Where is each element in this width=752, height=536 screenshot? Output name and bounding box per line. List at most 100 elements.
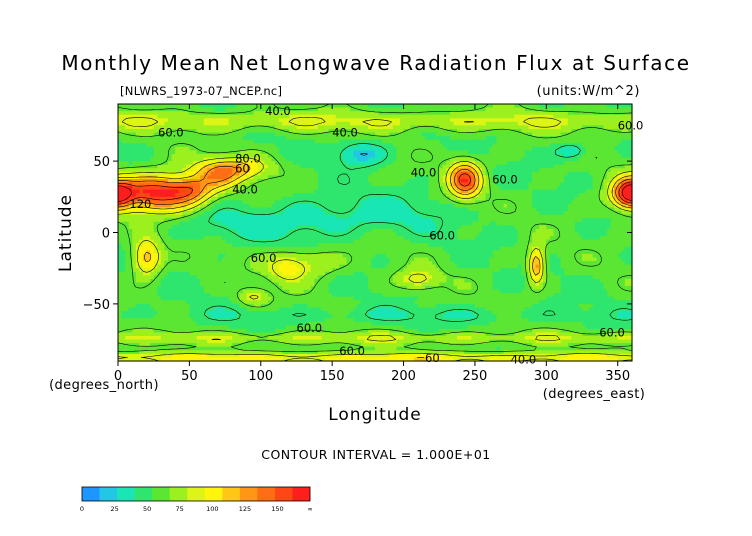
field-cell bbox=[135, 132, 141, 137]
field-cell bbox=[582, 211, 587, 216]
field-cell bbox=[210, 107, 215, 112]
field-cell bbox=[164, 118, 169, 123]
field-cell bbox=[410, 211, 415, 216]
field-cell bbox=[599, 136, 605, 141]
field-cell bbox=[367, 221, 373, 226]
field-cell bbox=[510, 128, 515, 134]
field-cell bbox=[442, 225, 447, 230]
field-cell bbox=[517, 118, 522, 123]
field-cell bbox=[435, 153, 440, 159]
field-cell bbox=[118, 193, 123, 198]
field-cell bbox=[439, 196, 444, 201]
field-cell bbox=[360, 128, 365, 134]
field-cell bbox=[300, 207, 305, 212]
field-cell bbox=[357, 193, 362, 198]
field-cell bbox=[314, 121, 319, 127]
field-cell bbox=[449, 121, 455, 127]
field-cell bbox=[503, 104, 508, 109]
field-cell bbox=[499, 171, 505, 176]
field-cell bbox=[250, 214, 255, 219]
field-cell bbox=[571, 182, 576, 187]
field-cell bbox=[239, 161, 244, 166]
field-cell bbox=[153, 193, 158, 198]
field-cell bbox=[200, 164, 205, 169]
field-cell bbox=[217, 143, 223, 148]
field-cell bbox=[150, 132, 155, 137]
field-cell bbox=[292, 128, 298, 134]
field-cell bbox=[571, 168, 576, 173]
field-cell bbox=[449, 218, 455, 223]
field-cell bbox=[414, 143, 419, 148]
field-cell bbox=[460, 171, 465, 176]
field-cell bbox=[328, 125, 333, 130]
field-cell bbox=[271, 157, 276, 162]
field-cell bbox=[417, 157, 422, 162]
field-cell bbox=[267, 161, 273, 166]
field-cell bbox=[189, 175, 194, 180]
field-cell bbox=[510, 161, 515, 166]
field-cell bbox=[392, 171, 398, 176]
field-cell bbox=[135, 225, 141, 230]
field-cell bbox=[607, 143, 612, 148]
field-cell bbox=[353, 111, 358, 116]
field-cell bbox=[153, 114, 158, 119]
field-cell bbox=[607, 139, 612, 144]
field-cell bbox=[460, 186, 465, 191]
field-cell bbox=[414, 153, 419, 159]
field-cell bbox=[517, 111, 522, 116]
field-cell bbox=[378, 171, 383, 176]
field-cell bbox=[325, 121, 330, 127]
field-cell bbox=[371, 168, 376, 173]
field-cell bbox=[271, 121, 276, 127]
field-cell bbox=[442, 143, 447, 148]
field-cell bbox=[285, 171, 290, 176]
field-cell bbox=[207, 104, 212, 109]
field-cell bbox=[517, 161, 522, 166]
field-cell bbox=[328, 182, 333, 187]
field-cell bbox=[524, 104, 530, 109]
field-cell bbox=[292, 178, 298, 184]
field-cell bbox=[564, 136, 569, 141]
field-cell bbox=[185, 164, 190, 169]
field-cell bbox=[246, 182, 251, 187]
field-cell bbox=[317, 164, 323, 169]
field-cell bbox=[307, 104, 312, 109]
field-cell bbox=[553, 196, 558, 201]
field-cell bbox=[307, 143, 312, 148]
field-cell bbox=[567, 178, 572, 184]
field-cell bbox=[192, 225, 198, 230]
field-cell bbox=[271, 196, 276, 201]
field-cell bbox=[539, 125, 544, 130]
field-cell bbox=[260, 118, 265, 123]
field-cell bbox=[357, 207, 362, 212]
field-cell bbox=[607, 121, 612, 127]
field-cell bbox=[325, 153, 330, 159]
field-cell bbox=[399, 221, 405, 226]
field-cell bbox=[339, 111, 344, 116]
field-cell bbox=[474, 182, 480, 187]
field-cell bbox=[364, 200, 369, 205]
source-file-label: [NLWRS_1973-07_NCEP.nc] bbox=[120, 84, 282, 98]
field-cell bbox=[574, 193, 580, 198]
field-cell bbox=[589, 111, 594, 116]
field-cell bbox=[385, 104, 390, 109]
field-cell bbox=[285, 214, 290, 219]
field-cell bbox=[182, 118, 187, 123]
field-cell bbox=[203, 214, 208, 219]
field-cell bbox=[485, 182, 490, 187]
field-cell bbox=[142, 218, 148, 223]
field-cell bbox=[585, 221, 590, 226]
field-cell bbox=[453, 118, 458, 123]
field-cell bbox=[289, 164, 294, 169]
field-cell bbox=[614, 143, 619, 148]
field-cell bbox=[453, 139, 458, 144]
field-cell bbox=[621, 153, 626, 159]
field-cell bbox=[160, 146, 165, 151]
field-cell bbox=[564, 203, 569, 209]
field-cell bbox=[257, 168, 262, 173]
field-cell bbox=[507, 114, 512, 119]
field-cell bbox=[435, 161, 440, 166]
field-cell bbox=[517, 114, 522, 119]
field-cell bbox=[182, 146, 187, 151]
field-cell bbox=[449, 164, 455, 169]
